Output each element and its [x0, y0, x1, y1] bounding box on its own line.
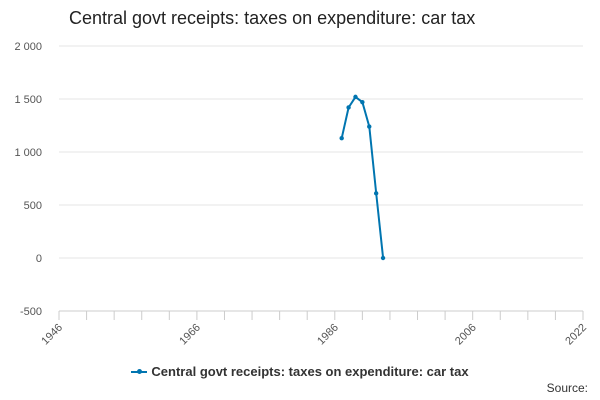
series-line [340, 95, 385, 259]
y-tick-label: 2 000 [14, 41, 42, 53]
data-point [353, 94, 358, 100]
x-tick-label: 1966 [177, 322, 203, 348]
data-point [346, 105, 351, 110]
x-tick-label: 1986 [315, 322, 341, 348]
legend-label: Central govt receipts: taxes on expendit… [151, 364, 469, 379]
data-point [373, 191, 379, 196]
y-tick-label: -500 [20, 306, 42, 318]
data-point [367, 124, 372, 129]
source-label: Source: [546, 381, 588, 395]
data-point [339, 136, 344, 141]
y-tick-label: 500 [24, 200, 42, 212]
legend-swatch [131, 368, 148, 374]
data-point [360, 99, 365, 105]
legend: Central govt receipts: taxes on expendit… [0, 364, 600, 379]
chart-title: Central govt receipts: taxes on expendit… [69, 8, 476, 28]
x-tick-label: 2022 [563, 322, 589, 348]
y-tick-label: 1 000 [14, 147, 42, 159]
x-tick-label: 2006 [453, 322, 479, 348]
data-point [380, 255, 386, 261]
y-tick-label: 1 500 [14, 94, 42, 106]
x-tick-label: 1946 [39, 322, 65, 348]
y-tick-label: 0 [36, 253, 42, 265]
